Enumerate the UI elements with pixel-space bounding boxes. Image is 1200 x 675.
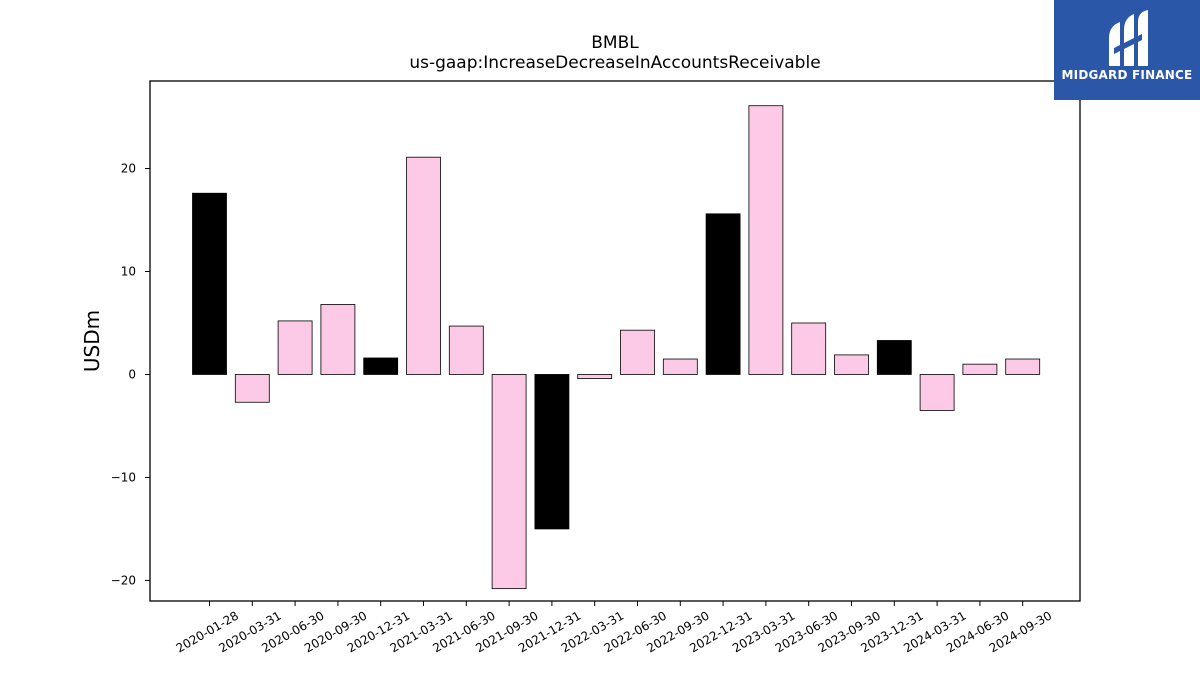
y-tick-label: −10 [111, 470, 136, 484]
x-ticks-group: 2020-01-282020-03-312020-06-302020-09-30… [174, 601, 1054, 655]
bar-2021-06-30 [448, 325, 484, 375]
bar-2020-09-30 [320, 304, 356, 375]
bar-2022-09-30 [662, 358, 698, 375]
y-tick-label: −20 [111, 573, 136, 587]
midgard-finance-logo: MIDGARD FINANCE [1054, 0, 1200, 100]
plot-frame [149, 80, 1081, 602]
bar-2024-03-31 [919, 374, 955, 411]
bar-2020-06-30 [277, 320, 313, 375]
y-tick-label: 20 [121, 162, 136, 176]
bar-2021-12-31 [534, 374, 570, 530]
bar-2022-12-31 [705, 213, 741, 375]
bar-2023-06-30 [791, 322, 827, 375]
bar-2021-03-31 [406, 156, 441, 375]
bars-group [192, 105, 1041, 590]
bar-2024-06-30 [962, 363, 998, 375]
bar-2024-09-30 [1005, 358, 1041, 375]
bar-2023-03-31 [748, 105, 784, 375]
bar-2022-03-31 [577, 374, 613, 379]
bar-2021-09-30 [491, 374, 527, 590]
y-tick-label: 0 [128, 367, 136, 381]
logo-text: MIDGARD FINANCE [1061, 68, 1193, 82]
y-axis-label: USDm [80, 310, 104, 372]
bar-2020-03-31 [234, 374, 270, 403]
y-tick-label: 10 [121, 264, 136, 278]
bar-2023-12-31 [876, 340, 912, 375]
midgard-logo-mark-icon [1109, 10, 1148, 66]
chart-subtitle: us-gaap:IncreaseDecreaseInAccountsReceiv… [409, 53, 820, 73]
y-ticks-group: −20 −10 0 10 20 [111, 162, 150, 587]
chart-title: BMBL [591, 33, 639, 53]
bar-2022-06-30 [620, 329, 655, 375]
bar-2020-01-28 [192, 192, 227, 375]
bar-2023-09-30 [834, 354, 869, 375]
bar-2020-12-31 [363, 357, 399, 375]
